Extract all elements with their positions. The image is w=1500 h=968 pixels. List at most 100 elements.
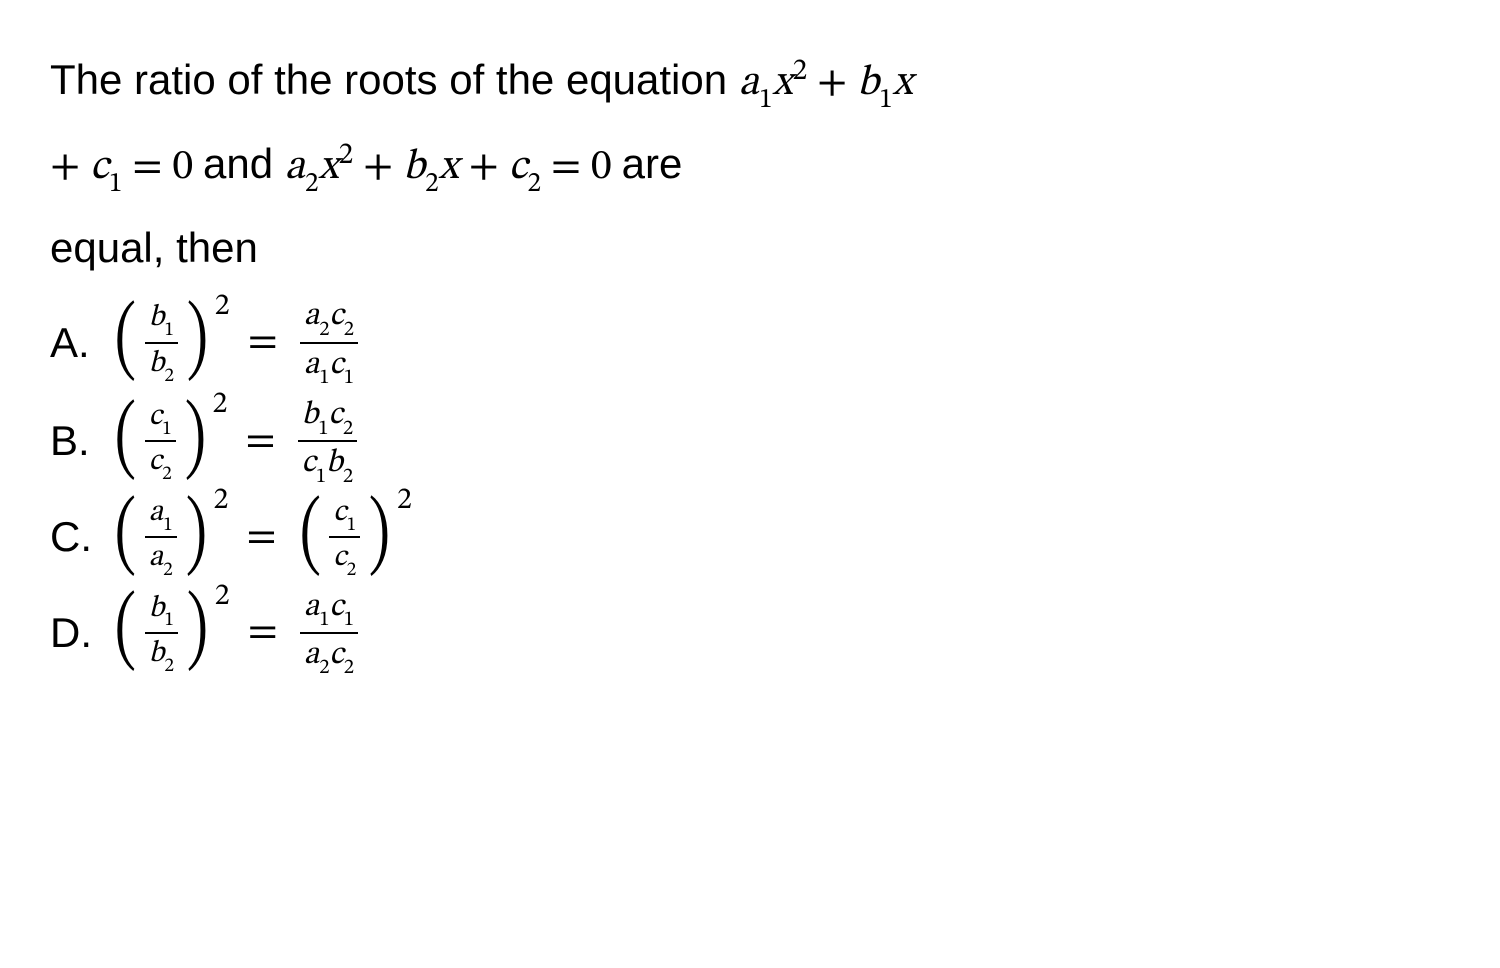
d-rhs-d-v2: c (330, 639, 344, 671)
a-rhs-n-s2: 2 (344, 319, 354, 340)
frac-bar (145, 342, 178, 344)
option-d-power: 2 (215, 578, 230, 616)
stem-and: and (203, 140, 285, 187)
a-rhs-n-v1: a (304, 300, 319, 332)
b-lhs-num-v: c (149, 402, 162, 432)
var-x2: x (318, 146, 338, 188)
var-x2b: x (439, 146, 459, 188)
option-a-equation: ( b1 b2 ) 2 = a2c2 a1c1 (110, 297, 362, 388)
option-a-lhs-frac: b1 b2 (145, 300, 178, 385)
b-rhs-d-v2: b (326, 447, 343, 479)
plus-4: + (459, 146, 509, 188)
option-b-lhs: ( c1 c2 ) 2 (110, 399, 227, 484)
var-c1: c (90, 146, 109, 188)
sub-c2: 2 (527, 171, 541, 198)
d-lhs-num-v: b (149, 594, 165, 624)
option-c-lhs: ( a1 a2 ) 2 (110, 495, 228, 580)
lparen-icon: ( (115, 598, 136, 667)
frac-bar (145, 440, 176, 442)
c-rhs-den-s: 2 (347, 560, 357, 580)
sup-x2: 2 (339, 141, 354, 170)
stem-text-2: equal, then (50, 224, 258, 271)
option-c-label: C. (50, 513, 110, 561)
b-rhs-n-v1: b (302, 399, 319, 431)
d-rhs-n-v1: a (304, 591, 319, 623)
c-rhs-den-v: c (333, 543, 346, 573)
var-x1b: x (893, 62, 913, 104)
c-lhs-den-s: 2 (163, 560, 173, 580)
option-a-lhs: ( b1 b2 ) 2 (110, 300, 230, 385)
b-rhs-d-v1: c (302, 447, 316, 479)
equation-2: a2x2 + b2x + c2 = 0 (285, 146, 622, 188)
sub-b2: 2 (425, 171, 439, 198)
option-d-rhs-frac: a1c1 a2c2 (300, 588, 358, 679)
option-d-lhs-frac: b1 b2 (145, 591, 178, 676)
a-lhs-den-v: b (149, 349, 165, 379)
options-list: A. ( b1 b2 ) 2 = a2c2 a1c1 (50, 297, 950, 678)
option-a-label: A. (50, 319, 110, 367)
b-rhs-n-s1: 1 (318, 418, 328, 439)
option-c-lhs-frac: a1 a2 (145, 495, 177, 580)
rparen-icon: ) (184, 407, 205, 476)
var-c2: c (509, 146, 528, 188)
rparen-icon: ) (369, 503, 390, 572)
lparen-icon: ( (115, 503, 136, 572)
c-lhs-num-s: 1 (163, 515, 173, 535)
b-lhs-num-s: 1 (162, 419, 172, 439)
d-rhs-d-s1: 2 (319, 657, 329, 678)
option-c-eq: = (246, 511, 276, 564)
var-x1: x (772, 62, 792, 104)
option-c: C. ( a1 a2 ) 2 = ( c1 (50, 495, 950, 580)
option-a-eq: = (248, 316, 278, 369)
question-page: The ratio of the roots of the equation a… (0, 0, 1000, 726)
option-c-power: 2 (213, 482, 228, 520)
option-a-power: 2 (215, 288, 230, 326)
a-rhs-d-v1: a (304, 349, 319, 381)
a-lhs-num-v: b (149, 303, 165, 333)
option-a: A. ( b1 b2 ) 2 = a2c2 a1c1 (50, 297, 950, 388)
frac-bar (300, 342, 358, 344)
b-rhs-d-s1: 1 (316, 466, 326, 487)
a-lhs-num-s: 1 (164, 320, 174, 340)
a-rhs-d-s2: 1 (344, 367, 354, 388)
b-rhs-d-s2: 2 (343, 466, 353, 487)
stem-text-1: The ratio of the roots of the equation (50, 56, 739, 103)
question-stem: The ratio of the roots of the equation a… (50, 40, 950, 287)
option-d-lhs: ( b1 b2 ) 2 (110, 591, 230, 676)
var-a2: a (285, 146, 305, 188)
option-d: D. ( b1 b2 ) 2 = a1c1 a2c2 (50, 588, 950, 679)
option-a-rhs-frac: a2c2 a1c1 (300, 297, 358, 388)
lparen-icon: ( (299, 503, 320, 572)
d-rhs-n-s2: 1 (344, 609, 354, 630)
b-rhs-n-v2: c (329, 399, 343, 431)
c-rhs-num-s: 1 (347, 515, 357, 535)
sup-x1: 2 (793, 57, 808, 86)
c-rhs-num-v: c (333, 498, 346, 528)
sub-c1: 1 (109, 171, 123, 198)
a-rhs-n-v2: c (330, 300, 344, 332)
option-c-power2: 2 (397, 482, 412, 520)
plus-2: + (50, 146, 90, 188)
sub-b1: 1 (879, 87, 893, 114)
plus-3: + (353, 146, 403, 188)
d-rhs-n-s1: 1 (319, 609, 329, 630)
option-b-rhs-frac: b1c2 c1b2 (298, 396, 358, 487)
option-c-rhs-frac: c1 c2 (329, 495, 360, 580)
option-b-label: B. (50, 417, 110, 465)
frac-bar (329, 536, 360, 538)
d-rhs-n-v2: c (330, 591, 344, 623)
d-lhs-den-v: b (149, 639, 165, 669)
sub-a2: 2 (305, 171, 319, 198)
var-b2: b (403, 146, 425, 188)
option-c-rhs: ( c1 c2 ) 2 (295, 495, 412, 580)
option-b: B. ( c1 c2 ) 2 = b1c2 c1b2 (50, 396, 950, 487)
var-b1: b (857, 62, 879, 104)
b-lhs-den-v: c (149, 447, 162, 477)
c-lhs-num-v: a (149, 498, 163, 528)
plus-1: + (807, 62, 857, 104)
d-lhs-den-s: 2 (164, 656, 174, 676)
rparen-icon: ) (185, 503, 206, 572)
rparen-icon: ) (187, 308, 208, 377)
option-b-eq: = (245, 415, 275, 468)
b-rhs-n-s2: 2 (343, 418, 353, 439)
